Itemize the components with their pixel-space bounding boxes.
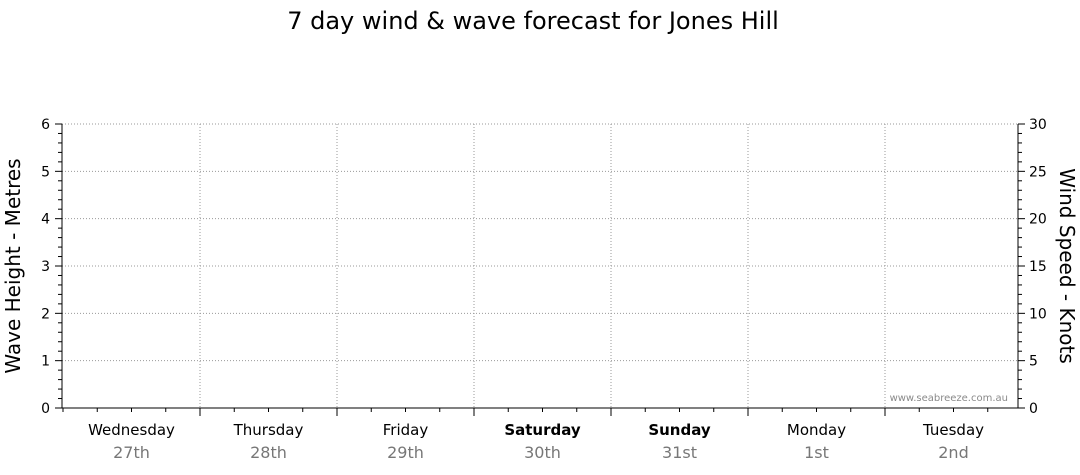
date-label: 30th [524,443,561,462]
date-label: 2nd [938,443,968,462]
day-label: Tuesday [922,421,984,439]
day-label: Thursday [233,421,304,439]
grid [62,123,1018,408]
left-tick-label: 5 [41,164,50,180]
axes [61,124,1019,416]
day-label: Wednesday [88,421,175,439]
day-label: Saturday [504,421,581,439]
chart-title: 7 day wind & wave forecast for Jones Hil… [287,7,779,35]
right-axis-label: Wind Speed - Knots [1055,168,1079,364]
left-axis-ticks: 0 1 2 3 4 5 6 [41,117,62,417]
left-axis-label: Wave Height - Metres [1,158,25,373]
right-tick-label: 20 [1029,212,1047,228]
right-tick-label: 25 [1029,164,1047,180]
left-tick-label: 6 [41,117,50,133]
day-label: Friday [383,421,429,439]
right-axis-ticks: 0 5 10 15 20 25 30 [1018,117,1047,417]
date-label: 27th [113,443,150,462]
date-label: 31st [662,443,697,462]
day-labels: Wednesday 27th Thursday 28th Friday 29th Satur… [88,421,984,462]
left-tick-label: 3 [41,259,50,275]
day-label: Sunday [648,421,711,439]
right-tick-label: 10 [1029,306,1047,322]
date-label: 29th [387,443,424,462]
left-tick-label: 2 [41,306,50,322]
date-label: 28th [250,443,287,462]
watermark: www.seabreeze.com.au [890,393,1008,404]
right-tick-label: 5 [1029,354,1038,370]
right-tick-label: 30 [1029,117,1047,133]
date-label: 1st [804,443,829,462]
left-tick-label: 1 [41,354,50,370]
day-label: Monday [787,421,846,439]
left-tick-label: 4 [41,212,50,228]
right-tick-label: 15 [1029,259,1047,275]
right-tick-label: 0 [1029,401,1038,417]
left-tick-label: 0 [41,401,50,417]
